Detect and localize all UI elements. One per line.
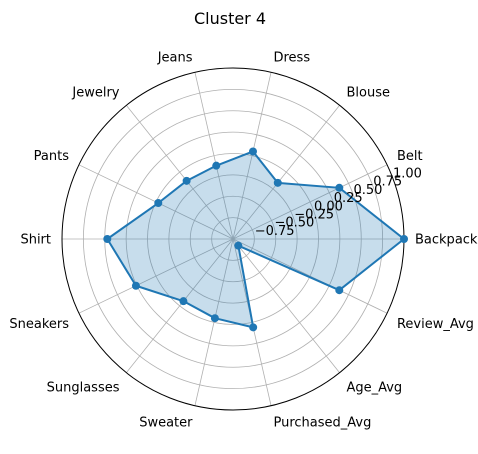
data-point [182, 176, 191, 185]
radial-tick-label: 0.50 [353, 183, 382, 198]
category-label: Blouse [346, 86, 390, 101]
grid-spoke [232, 105, 340, 240]
grid-spoke [78, 238, 234, 314]
grid-spoke [126, 105, 234, 240]
data-point [210, 314, 219, 323]
data-point [103, 235, 112, 243]
data-point [273, 178, 282, 187]
data-point [335, 286, 344, 295]
chart-title: Cluster 4 [194, 9, 266, 28]
data-point [154, 199, 163, 208]
category-label: Jeans [157, 51, 193, 66]
grid-spoke [232, 72, 272, 240]
category-label: Dress [273, 51, 310, 66]
grid-spoke [194, 238, 234, 406]
grid-spoke [126, 238, 234, 373]
category-label: Jewelry [71, 86, 119, 101]
data-point [179, 297, 188, 306]
data-point [131, 281, 140, 290]
data-point [335, 183, 344, 192]
radial-tick-label: 0.25 [334, 191, 363, 206]
data-point [212, 161, 221, 170]
grid-layer [61, 67, 405, 411]
category-label: Review_Avg [397, 317, 474, 332]
series-layer [103, 147, 408, 332]
category-label: Pants [34, 149, 70, 164]
category-label: Purchased_Avg [273, 415, 371, 430]
data-point [248, 147, 257, 156]
radial-tick-label: −0.75 [255, 224, 295, 239]
grid-spoke [232, 164, 388, 240]
category-label: Age_Avg [346, 380, 402, 395]
radial-tick-label: 0.00 [314, 199, 343, 214]
category-labels: Backpack Belt Blouse Dress Jeans Jewelry Pants… [9, 51, 478, 431]
radial-tick-label: 1.00 [393, 167, 422, 182]
data-point [249, 323, 258, 332]
radial-tick-label: −0.50 [274, 216, 314, 231]
category-label: Shirt [20, 233, 51, 248]
radial-tick-label: 0.75 [373, 175, 402, 190]
radial-tick-label: −0.25 [294, 207, 334, 222]
data-point [234, 241, 243, 250]
radial-tick-labels: −0.75−0.50−0.250.000.250.500.751.00 [255, 167, 422, 239]
grid-spoke [232, 238, 340, 373]
category-label: Belt [397, 149, 423, 164]
series-area [107, 151, 404, 328]
category-label: Sunglasses [47, 380, 120, 395]
data-point [400, 235, 408, 243]
grid-spoke [232, 238, 388, 314]
grid-spoke [194, 72, 234, 240]
category-label: Sweater [139, 415, 193, 430]
category-label: Sneakers [9, 317, 69, 332]
category-label: Backpack [415, 233, 478, 248]
